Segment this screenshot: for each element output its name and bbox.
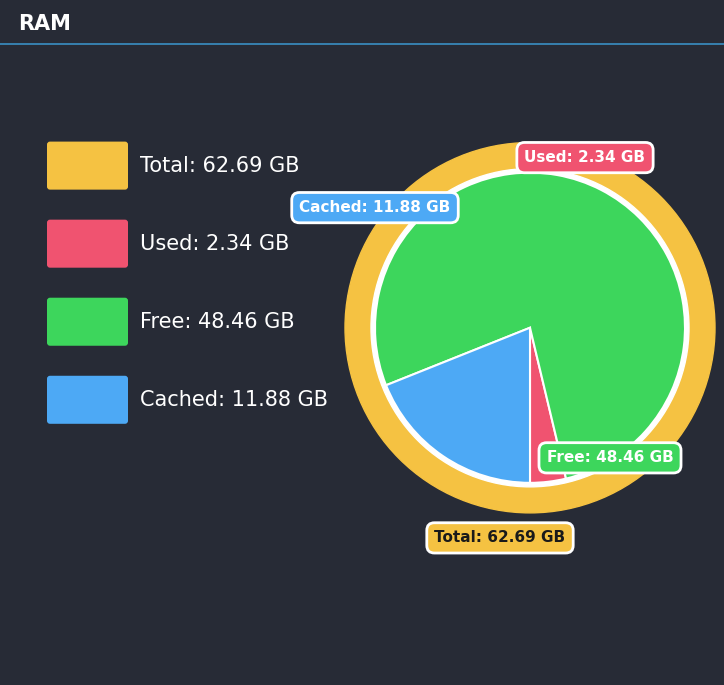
Wedge shape [386,327,530,483]
FancyBboxPatch shape [47,142,128,190]
Text: RAM: RAM [18,14,71,34]
Text: Used: 2.34 GB: Used: 2.34 GB [524,150,646,165]
Circle shape [345,142,715,513]
Wedge shape [530,327,566,483]
FancyBboxPatch shape [47,298,128,346]
Circle shape [371,169,689,487]
Text: Total: 62.69 GB: Total: 62.69 GB [434,530,565,545]
Text: Cached: 11.88 GB: Cached: 11.88 GB [300,200,450,215]
Text: Cached: 11.88 GB: Cached: 11.88 GB [140,390,328,410]
Text: Free: 48.46 GB: Free: 48.46 GB [140,312,295,332]
FancyBboxPatch shape [47,220,128,268]
FancyBboxPatch shape [47,376,128,424]
Text: Used: 2.34 GB: Used: 2.34 GB [140,234,290,253]
Wedge shape [375,173,685,479]
Text: Free: 48.46 GB: Free: 48.46 GB [547,450,673,465]
Text: Total: 62.69 GB: Total: 62.69 GB [140,155,300,175]
